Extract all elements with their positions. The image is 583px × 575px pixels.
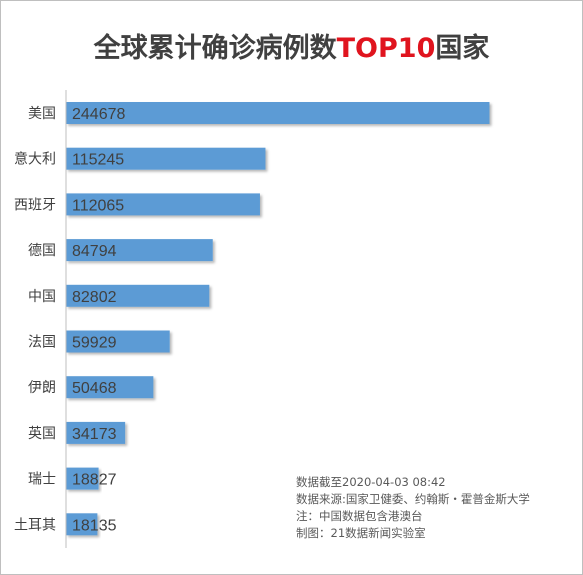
note-china-scope: 注：中国数据包含港澳台 bbox=[296, 509, 423, 523]
bar-value-label: 59929 bbox=[72, 335, 117, 352]
bar-value-label: 84794 bbox=[72, 243, 117, 260]
bar bbox=[66, 102, 490, 124]
note-credit: 制图：21数据新闻实验室 bbox=[296, 526, 426, 540]
category-label: 英国 bbox=[28, 425, 56, 442]
bar-value-label: 244678 bbox=[72, 106, 125, 123]
bar bbox=[66, 147, 266, 170]
title-prefix: 全球累计确诊病例数 bbox=[93, 33, 337, 64]
bar bbox=[66, 284, 210, 307]
chart-notes: 数据截至2020-04-03 08:42 数据来源:国家卫健委、约翰斯・霍普金斯… bbox=[296, 474, 530, 542]
title-highlight: TOP10 bbox=[336, 33, 436, 64]
category-label: 伊朗 bbox=[28, 380, 56, 396]
bar bbox=[66, 421, 126, 444]
bar-value-label: 18135 bbox=[72, 517, 117, 534]
category-label: 瑞士 bbox=[28, 472, 56, 488]
bar bbox=[66, 467, 99, 490]
category-label: 法国 bbox=[28, 335, 56, 351]
bar bbox=[66, 239, 213, 262]
category-label: 西班牙 bbox=[14, 197, 56, 213]
category-label: 美国 bbox=[28, 106, 56, 122]
category-label: 中国 bbox=[28, 289, 56, 305]
chart-title: 全球累计确诊病例数TOP10国家 bbox=[0, 26, 583, 65]
category-label: 意大利 bbox=[14, 151, 56, 168]
bar-value-label: 112065 bbox=[72, 197, 124, 214]
category-label: 德国 bbox=[28, 243, 56, 259]
bar-value-label: 34173 bbox=[72, 426, 117, 443]
bar-value-label: 18827 bbox=[72, 472, 117, 489]
note-data-cutoff: 数据截至2020-04-03 08:42 bbox=[296, 475, 446, 489]
bar-value-label: 115245 bbox=[72, 152, 124, 169]
title-suffix: 国家 bbox=[435, 33, 490, 64]
bar bbox=[66, 376, 154, 399]
bar bbox=[66, 330, 170, 353]
bar-value-label: 50468 bbox=[72, 380, 117, 397]
bar-value-label: 82802 bbox=[72, 289, 117, 306]
category-label: 土耳其 bbox=[14, 517, 56, 533]
bar bbox=[66, 193, 260, 216]
bar bbox=[66, 513, 98, 536]
note-data-source: 数据来源:国家卫健委、约翰斯・霍普金斯大学 bbox=[296, 492, 530, 506]
